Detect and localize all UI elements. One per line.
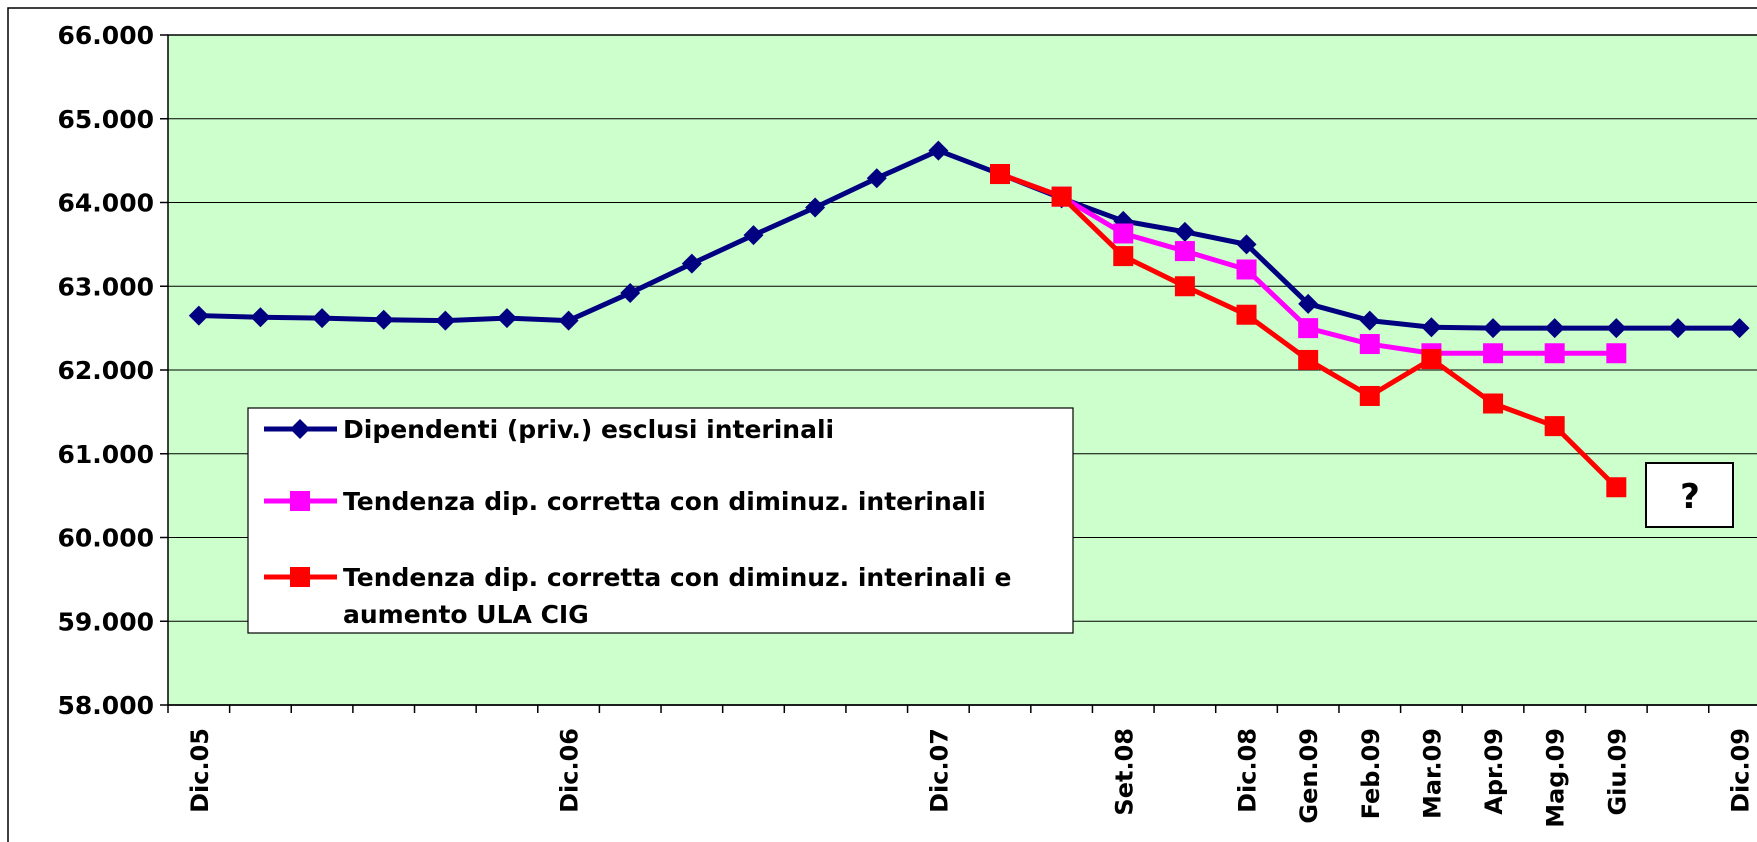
x-tick-label: Gen.09 [1295, 728, 1323, 824]
marker [1544, 416, 1565, 437]
marker [805, 197, 826, 218]
y-tick-label: 59.000 [58, 607, 154, 636]
y-tick-label: 63.000 [58, 272, 154, 301]
marker [1606, 477, 1627, 498]
marker [1544, 343, 1565, 364]
y-tick-label: 66.000 [58, 21, 154, 50]
legend-label: Tendenza dip. corretta con diminuz. inte… [343, 563, 1020, 629]
marker [250, 307, 271, 328]
marker [990, 164, 1011, 185]
marker [312, 308, 333, 329]
y-tick-label: 62.000 [58, 356, 154, 385]
x-tick-label: Dic.05 [186, 728, 214, 813]
x-tick-label: Set.08 [1110, 728, 1138, 816]
marker [1667, 318, 1688, 339]
marker [1729, 318, 1750, 339]
legend-label: Dipendenti (priv.) esclusi interinali [343, 415, 834, 444]
marker [1359, 334, 1380, 355]
marker [1298, 349, 1319, 370]
legend-label-line: Dipendenti (priv.) esclusi interinali [343, 415, 834, 444]
marker [290, 419, 310, 439]
marker [290, 491, 310, 511]
marker [1483, 318, 1504, 339]
series-markers [990, 164, 1627, 498]
x-tick-label: Feb.09 [1357, 728, 1385, 819]
marker [496, 308, 517, 329]
annotation-box [1645, 462, 1734, 528]
legend-label-line: aumento ULA CIG [343, 600, 589, 629]
x-tick-label: Dic.09 [1727, 728, 1755, 813]
x-tick-label: Mag.09 [1542, 728, 1570, 828]
marker [558, 310, 579, 331]
marker [1421, 317, 1442, 338]
marker [743, 225, 764, 246]
x-tick-label: Mar.09 [1418, 728, 1446, 819]
marker [1236, 304, 1257, 325]
x-tick-label: Dic.07 [925, 728, 953, 813]
annotation: ? [1680, 477, 1700, 517]
legend-label: Tendenza dip. corretta con diminuz. inte… [343, 487, 986, 516]
legend-label-line: Tendenza dip. corretta con diminuz. inte… [343, 563, 1020, 592]
legend-box [247, 407, 1074, 634]
x-tick-label: Dic.08 [1234, 728, 1262, 813]
marker [188, 305, 209, 326]
x-tick-label: Apr.09 [1480, 728, 1508, 815]
marker [1606, 343, 1627, 364]
marker [1051, 186, 1072, 207]
marker [928, 140, 949, 161]
marker [1298, 318, 1319, 339]
marker [1483, 393, 1504, 414]
marker [435, 310, 456, 331]
marker [1174, 241, 1195, 262]
marker [373, 309, 394, 330]
x-tick-label: Giu.09 [1603, 728, 1631, 816]
legend: Dipendenti (priv.) esclusi interinali Ten… [247, 407, 1074, 634]
marker [1174, 276, 1195, 297]
marker [1359, 385, 1380, 406]
marker [1298, 293, 1319, 314]
y-tick-label: 65.000 [58, 105, 154, 134]
x-tick-label: Dic.06 [556, 728, 584, 813]
y-tick-label: 60.000 [58, 524, 154, 553]
marker [620, 282, 641, 303]
y-tick-label: 64.000 [58, 189, 154, 218]
marker [1483, 343, 1504, 364]
marker [1544, 318, 1565, 339]
marker [1421, 349, 1442, 370]
marker [1359, 310, 1380, 331]
y-tick-label: 61.000 [58, 440, 154, 469]
legend-label-line: Tendenza dip. corretta con diminuz. inte… [343, 487, 986, 516]
marker [290, 567, 310, 587]
marker [1113, 246, 1134, 267]
marker [1606, 318, 1627, 339]
marker [1236, 234, 1257, 255]
marker [1174, 221, 1195, 242]
marker [681, 253, 702, 274]
marker [1113, 223, 1134, 244]
series-line [198, 148, 1740, 331]
y-tick-label: 58.000 [58, 691, 154, 720]
marker [866, 168, 887, 189]
marker [1236, 259, 1257, 280]
